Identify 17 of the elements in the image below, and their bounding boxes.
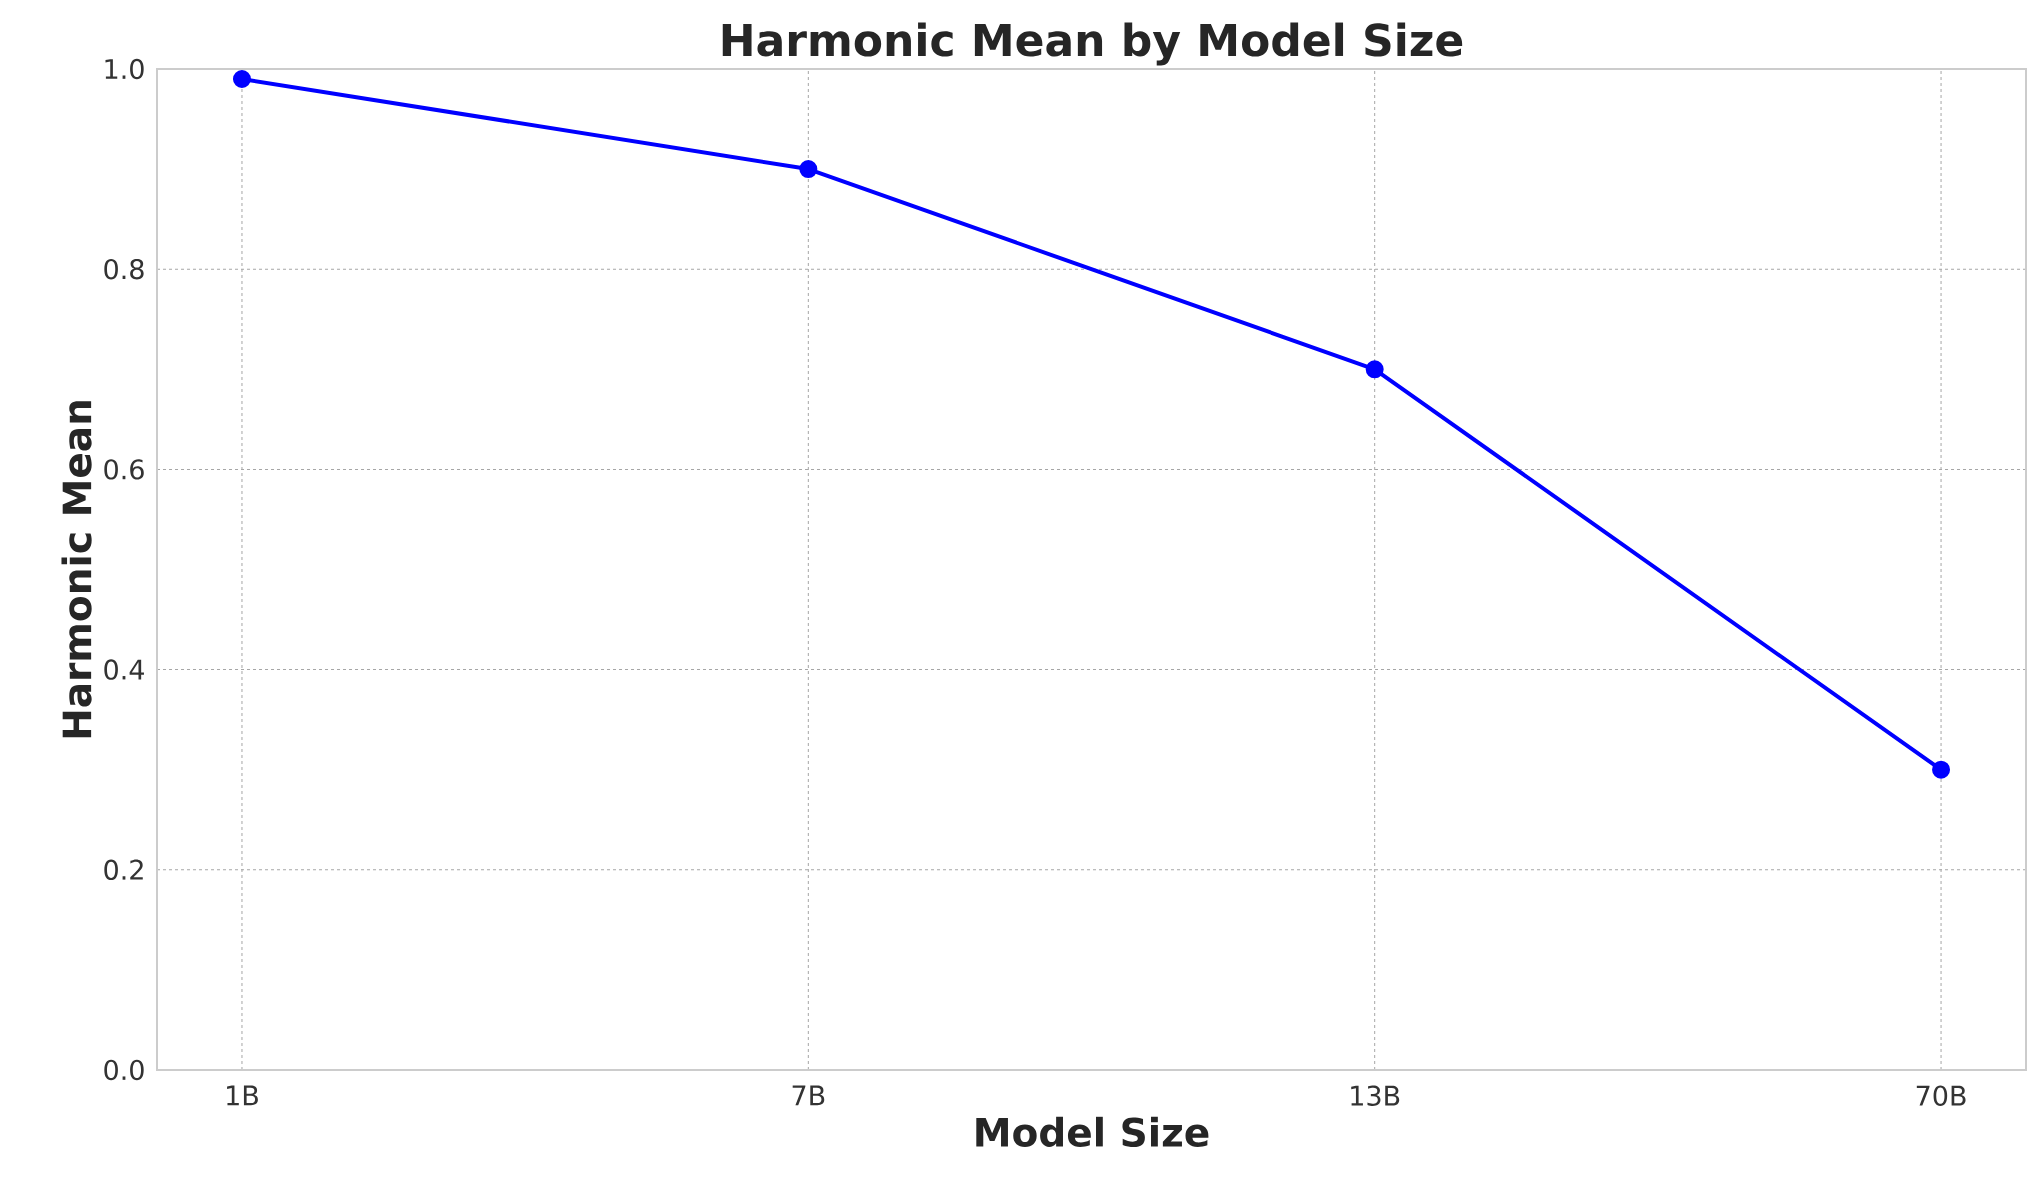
point	[232, 70, 251, 88]
y-tick-label: 0.4	[104, 659, 144, 680]
x-axis-title: Model Size	[976, 1116, 1209, 1147]
chart-title: Harmonic Mean by Model Size	[722, 22, 1463, 66]
y-tick-label: 0.8	[104, 258, 144, 280]
y-tick-label: 0.6	[104, 459, 144, 480]
y-axis-title: Harmonic Mean	[61, 401, 92, 738]
x-tick-label: 7B	[792, 1085, 825, 1106]
point	[1932, 760, 1951, 779]
x-tick-label: 70B	[1916, 1085, 1966, 1106]
y-tick-label: 0.2	[104, 859, 143, 880]
point	[1365, 360, 1384, 379]
x-tick-label: 1B	[227, 1085, 258, 1106]
y-tick-label: 0.0	[104, 1059, 144, 1081]
x-tick-label: 13B	[1351, 1085, 1400, 1106]
y-tick-label: 1.0	[105, 58, 144, 80]
point	[799, 160, 818, 179]
